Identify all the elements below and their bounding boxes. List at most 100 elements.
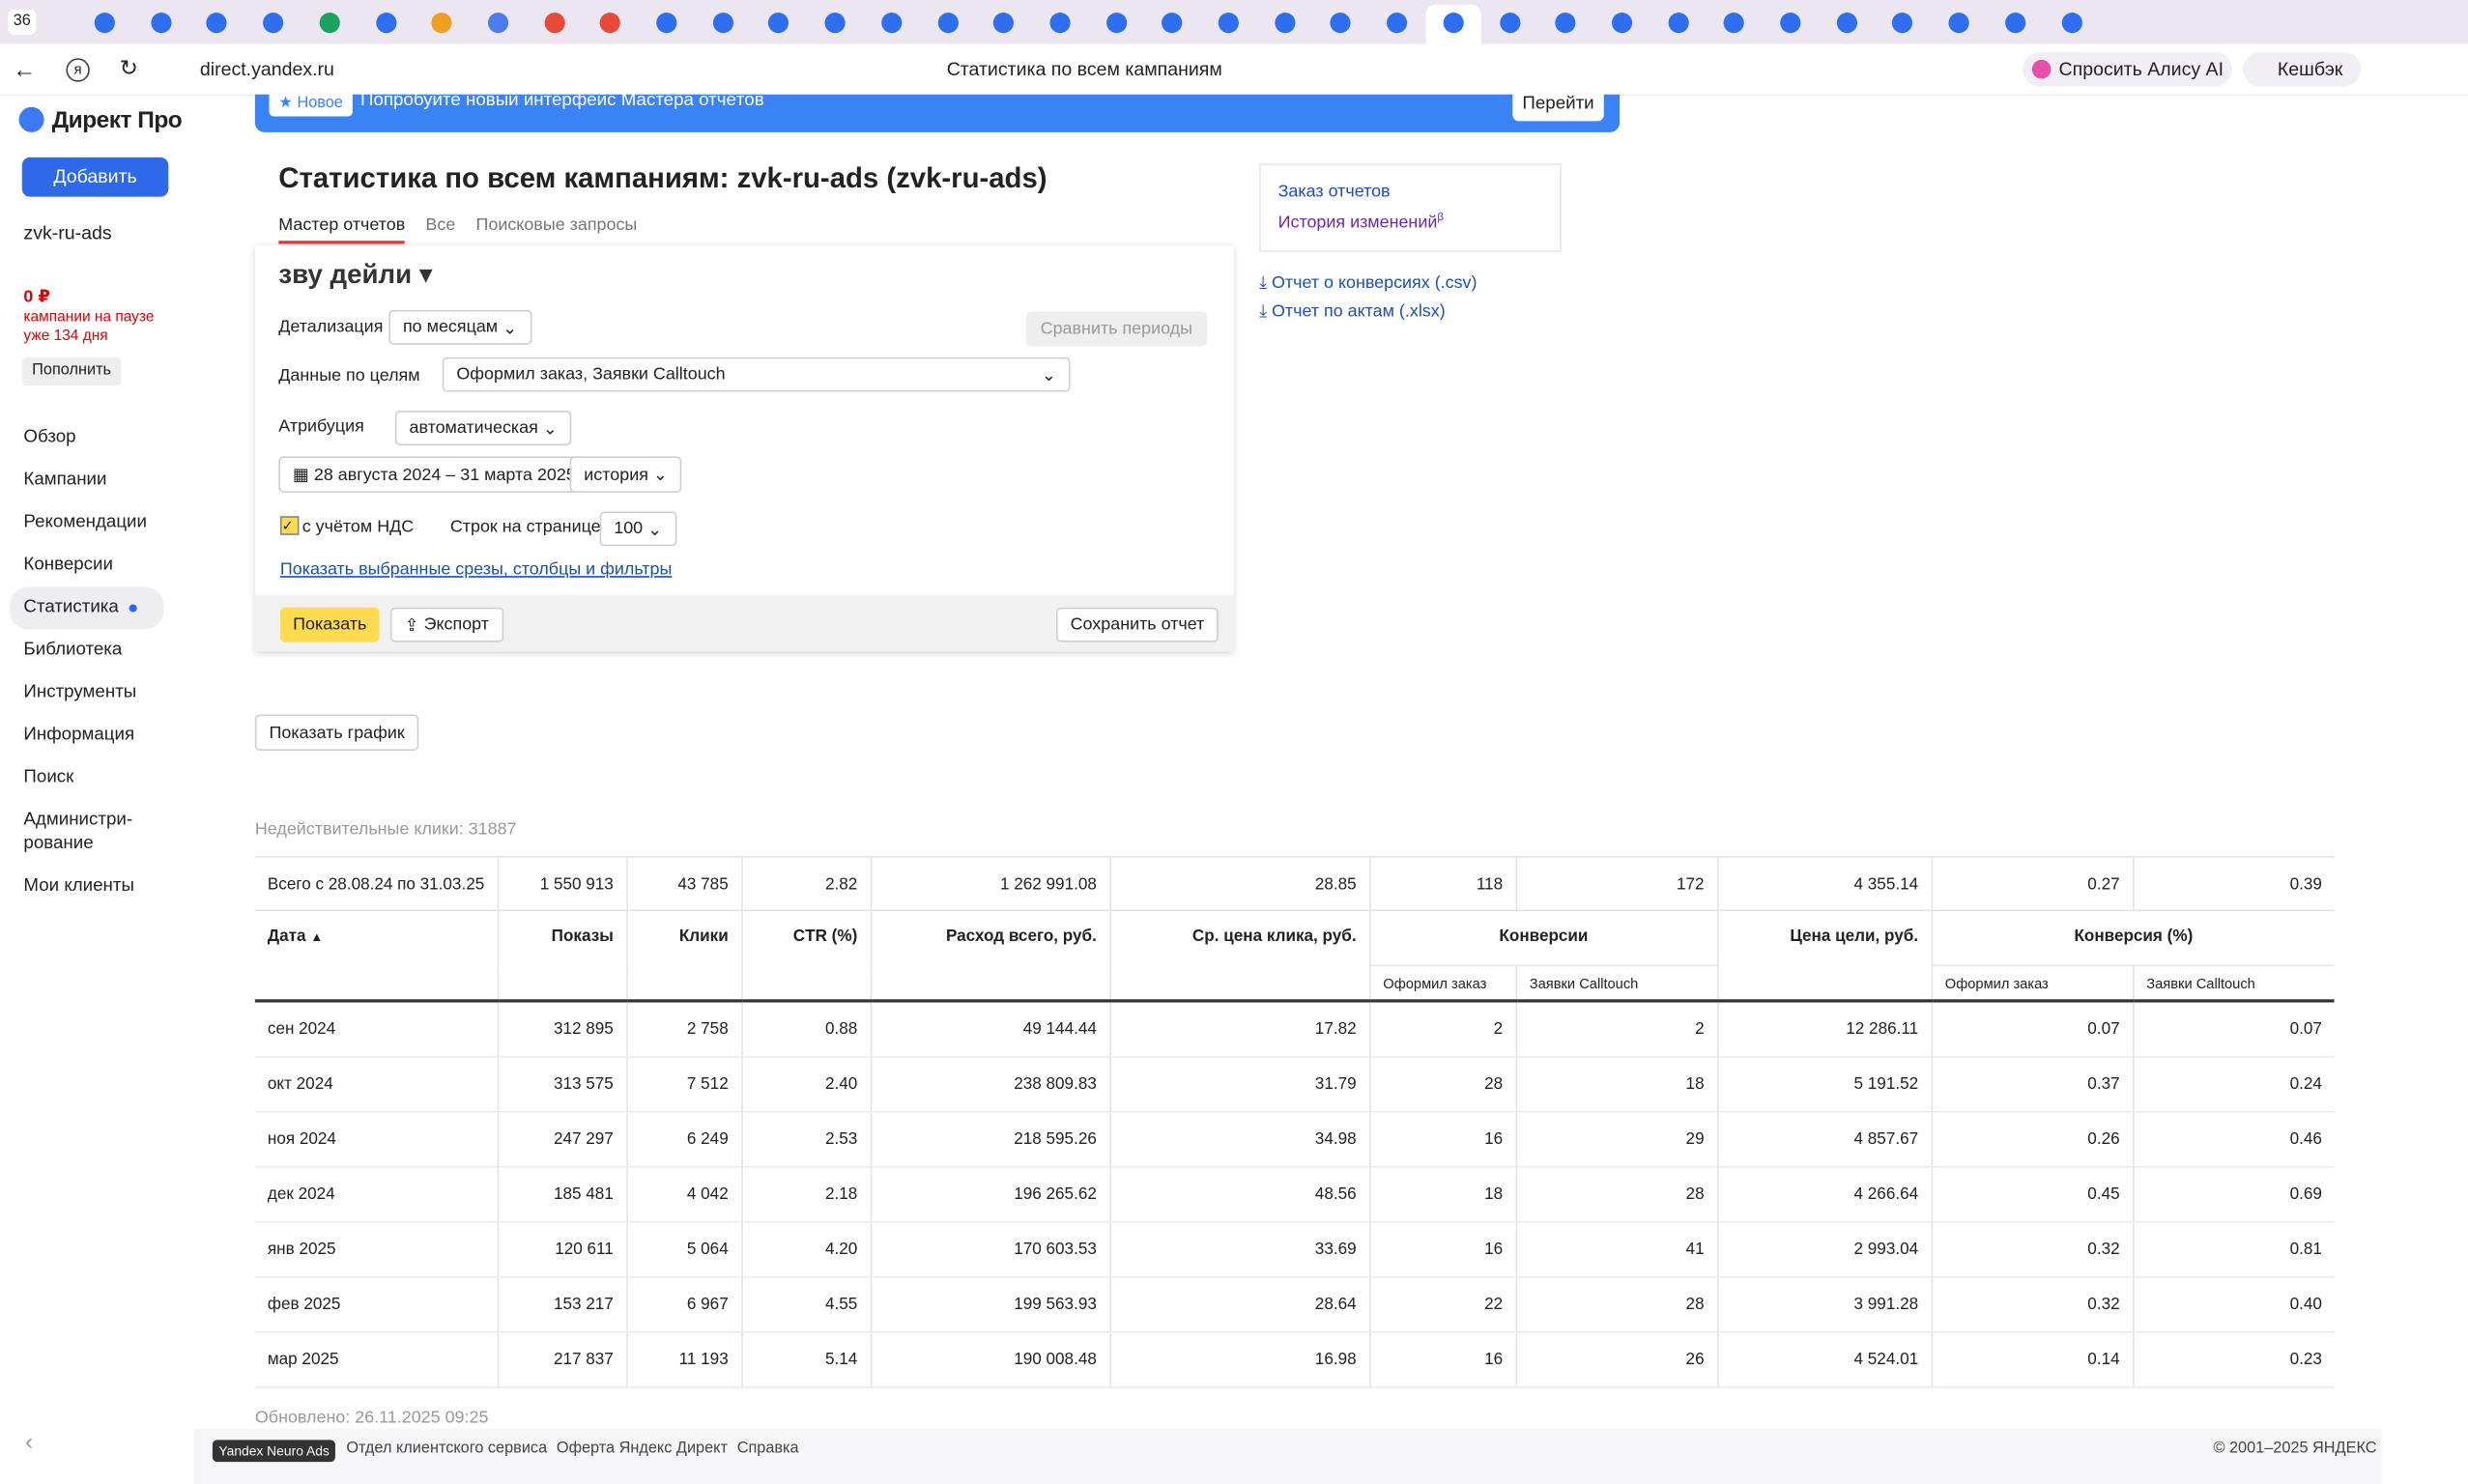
tab-count[interactable]: 36 <box>8 9 37 35</box>
nav-item[interactable]: Информация <box>10 714 164 756</box>
detail-select[interactable]: по месяцам ⌄ <box>388 309 531 345</box>
header-cell[interactable]: Ср. цена клика, руб. <box>1109 910 1371 1003</box>
footer-link[interactable]: Отдел клиентского сервиса <box>346 1440 548 1458</box>
csv-link[interactable]: ⤓ Отчет о конверсиях (.csv) <box>1259 273 1478 293</box>
footer-link[interactable]: Оферта Яндекс Директ <box>556 1440 728 1458</box>
tab-icon[interactable] <box>2004 13 2025 34</box>
vat-label[interactable]: с учётом НДС <box>301 517 415 537</box>
nav-item[interactable]: Кампании <box>10 460 164 502</box>
tab-icon[interactable] <box>1948 13 1969 34</box>
nav-item[interactable]: Мои клиенты <box>10 866 164 908</box>
tab-icon[interactable] <box>712 13 733 34</box>
nav-item[interactable]: Рекомендации <box>10 502 164 545</box>
tab-icon[interactable] <box>263 13 284 34</box>
tab-icon[interactable] <box>1780 13 1801 34</box>
data-cell: ноя 2024 <box>254 1111 499 1168</box>
topup-button[interactable]: Пополнить <box>21 357 122 386</box>
alice-label[interactable]: Спросить Алису AI <box>2058 58 2224 81</box>
nav-item[interactable]: Обзор <box>10 417 164 460</box>
cashback-label[interactable]: Кешбэк <box>2277 58 2343 81</box>
csv-text: Отчет о конверсиях (.csv) <box>1271 273 1478 293</box>
tab-icon[interactable] <box>1218 13 1239 34</box>
url[interactable]: direct.yandex.ru <box>199 58 334 81</box>
tab-icon[interactable] <box>768 13 789 34</box>
goals-select[interactable]: Оформил заказ, Заявки Calltouch ⌄ <box>442 357 1071 392</box>
nav-item[interactable]: Поиск <box>10 756 164 799</box>
alice-pill[interactable] <box>2023 51 2232 87</box>
tab-icon[interactable] <box>993 13 1015 34</box>
tab-icon[interactable] <box>1499 13 1520 34</box>
report-tab[interactable]: Поисковые запросы <box>475 215 638 235</box>
header-cell[interactable]: Дата ▲ <box>254 910 499 1003</box>
report-name[interactable]: зву дейли ▾ <box>278 259 433 290</box>
show-filters-link[interactable]: Показать выбранные срезы, столбцы и филь… <box>279 559 673 580</box>
tab-icon[interactable] <box>1611 13 1632 34</box>
nav-item[interactable]: Инструменты <box>10 672 164 715</box>
yandex-button[interactable]: я <box>66 58 90 82</box>
collapse-button[interactable]: ‹ <box>25 1428 34 1456</box>
tab-icon[interactable] <box>1667 13 1689 34</box>
tab-icon[interactable] <box>600 13 621 34</box>
tab-icon[interactable] <box>1892 13 1913 34</box>
tab-icon[interactable] <box>1049 13 1071 34</box>
nav-item[interactable]: Статистика <box>9 586 164 630</box>
nav-item[interactable]: Библиотека <box>10 630 164 672</box>
banner-button[interactable]: Перейти <box>1512 86 1604 122</box>
cashback-pill[interactable] <box>2243 51 2362 87</box>
tab-icon[interactable] <box>1443 13 1464 34</box>
footer-link[interactable]: Справка <box>736 1440 799 1458</box>
tab-icon[interactable] <box>207 13 228 34</box>
xlsx-link[interactable]: ⤓ Отчет по актам (.xlsx) <box>1259 301 1446 322</box>
show-button[interactable]: Показать <box>279 607 380 642</box>
save-button[interactable]: Сохранить отчет <box>1055 607 1219 642</box>
header-cell[interactable]: Расход всего, руб. <box>871 910 1111 1003</box>
tab-icon[interactable] <box>431 13 452 34</box>
report-tab[interactable]: Мастер отчетов <box>278 215 406 244</box>
tab-icon[interactable] <box>375 13 396 34</box>
header-cell[interactable]: Показы <box>498 910 628 1003</box>
export-button[interactable]: ⇪ Экспорт <box>389 607 503 642</box>
tab-icon[interactable] <box>94 13 115 34</box>
report-tab[interactable]: Все <box>425 215 456 235</box>
login[interactable]: zvk-ru-ads <box>23 221 112 244</box>
tab-icon[interactable] <box>487 13 508 34</box>
rows-select[interactable]: 100 ⌄ <box>599 511 676 547</box>
tab-icon[interactable] <box>319 13 340 34</box>
add-button[interactable]: Добавить <box>21 157 169 197</box>
nav-item[interactable]: Администри-рование <box>10 799 164 865</box>
tab-icon[interactable] <box>936 13 959 34</box>
nav: Обзор Кампании Рекомендации Конверсии Статис… <box>0 417 193 908</box>
tab-icon[interactable] <box>1836 13 1857 34</box>
header-cell[interactable]: CTR (%) <box>741 910 872 1003</box>
period-picker[interactable]: ▦ 28 августа 2024 – 31 марта 2025 <box>278 456 590 493</box>
history-link[interactable]: История измененийβ <box>1278 213 1444 233</box>
data-cell: 313 575 <box>498 1056 628 1113</box>
badge-text: Новое <box>297 94 343 112</box>
tab-icon[interactable] <box>1162 13 1183 34</box>
vat-checkbox[interactable]: ✓ <box>279 516 300 535</box>
tab-icon[interactable] <box>1387 13 1408 34</box>
order-link[interactable]: Заказ отчетов <box>1277 182 1391 202</box>
tab-icon[interactable] <box>880 13 902 34</box>
nav-item[interactable]: Конверсии <box>10 545 164 587</box>
chart-button[interactable]: Показать график <box>254 714 419 751</box>
tab-icon[interactable] <box>150 13 172 34</box>
tab-icon[interactable] <box>543 13 565 34</box>
history-select[interactable]: история ⌄ <box>569 456 682 493</box>
tab-icon[interactable] <box>1330 13 1352 34</box>
header-cell[interactable]: Клики <box>626 910 743 1003</box>
tab-icon[interactable] <box>1724 13 1745 34</box>
header-cell[interactable]: Цена цели, руб. <box>1717 910 1933 1003</box>
compare-button[interactable]: Сравнить периоды <box>1025 311 1207 347</box>
attribution-select[interactable]: автоматическая ⌄ <box>394 411 572 445</box>
tab-icon[interactable] <box>1274 13 1296 34</box>
tab-icon[interactable] <box>2060 13 2082 34</box>
data-cell: 2.40 <box>741 1056 872 1113</box>
tab-icon[interactable] <box>656 13 677 34</box>
tab-icon[interactable] <box>1105 13 1127 34</box>
tab-icon[interactable] <box>1555 13 1576 34</box>
back-button[interactable]: ← <box>13 56 37 84</box>
logo[interactable]: Директ Про <box>51 106 183 134</box>
reload-button[interactable]: ↻ <box>119 55 138 81</box>
tab-icon[interactable] <box>824 13 846 34</box>
